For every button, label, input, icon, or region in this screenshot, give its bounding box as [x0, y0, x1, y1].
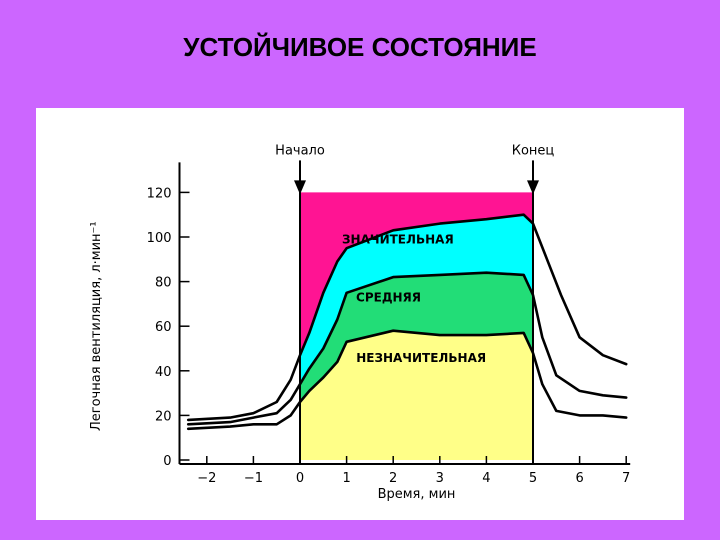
- slide-title: УСТОЙЧИВОЕ СОСТОЯНИЕ: [183, 32, 537, 62]
- y-tick-label: 0: [163, 454, 171, 469]
- zone-fill-low: [300, 330, 533, 460]
- axes: [178, 162, 631, 465]
- x-tick-label: 0: [296, 471, 304, 486]
- x-axis-title: Время, мин: [378, 487, 456, 502]
- x-tick-label: 3: [436, 471, 444, 486]
- series-line-high: [186, 213, 628, 422]
- y-tick-label: 20: [155, 409, 172, 424]
- zone-label-low: НЕЗНАЧИТЕЛЬНАЯ: [356, 351, 486, 365]
- x-tick-label: 2: [389, 471, 397, 486]
- ticks: 0 20 40 60 80 100 120 −2 −1 0 1 2 3 4 5 6 7: [147, 186, 631, 486]
- zone-label-medium: СРЕДНЯЯ: [356, 291, 421, 305]
- y-tick-label: 80: [155, 276, 172, 291]
- x-tick-label: 1: [342, 471, 350, 486]
- y-tick-label: 60: [155, 320, 172, 335]
- marker-end-label: Конец: [512, 143, 555, 158]
- x-tick-label: 4: [482, 471, 490, 486]
- zone-fills: [300, 192, 533, 460]
- x-tick-label: 6: [575, 471, 583, 486]
- marker-start-label: Начало: [275, 143, 325, 158]
- series-line-medium: [186, 271, 628, 426]
- chart-panel: 0 20 40 60 80 100 120 −2 −1 0 1 2 3 4 5 6 7 Начало Конец …: [36, 108, 684, 520]
- zone-fill-medium: [300, 272, 533, 402]
- markers: Начало Конец: [275, 143, 554, 464]
- y-tick-label: 100: [147, 231, 172, 246]
- x-tick-label: −1: [244, 471, 263, 486]
- marker-start-arrow: [294, 180, 306, 195]
- series-line-low: [186, 329, 628, 431]
- x-tick-label: 7: [622, 471, 630, 486]
- y-tick-label: 120: [147, 186, 172, 201]
- x-tick-label: 5: [529, 471, 537, 486]
- x-tick-label: −2: [197, 471, 216, 486]
- y-axis-title: Легочная вентиляция, л·мин⁻¹: [89, 221, 104, 431]
- series-lines: [186, 213, 628, 431]
- marker-end-arrow: [527, 180, 539, 195]
- zone-fill-high: [300, 214, 533, 385]
- zone-fill-top: [300, 192, 533, 356]
- zone-label-high: ЗНАЧИТЕЛЬНАЯ: [342, 233, 454, 247]
- y-tick-label: 40: [155, 365, 172, 380]
